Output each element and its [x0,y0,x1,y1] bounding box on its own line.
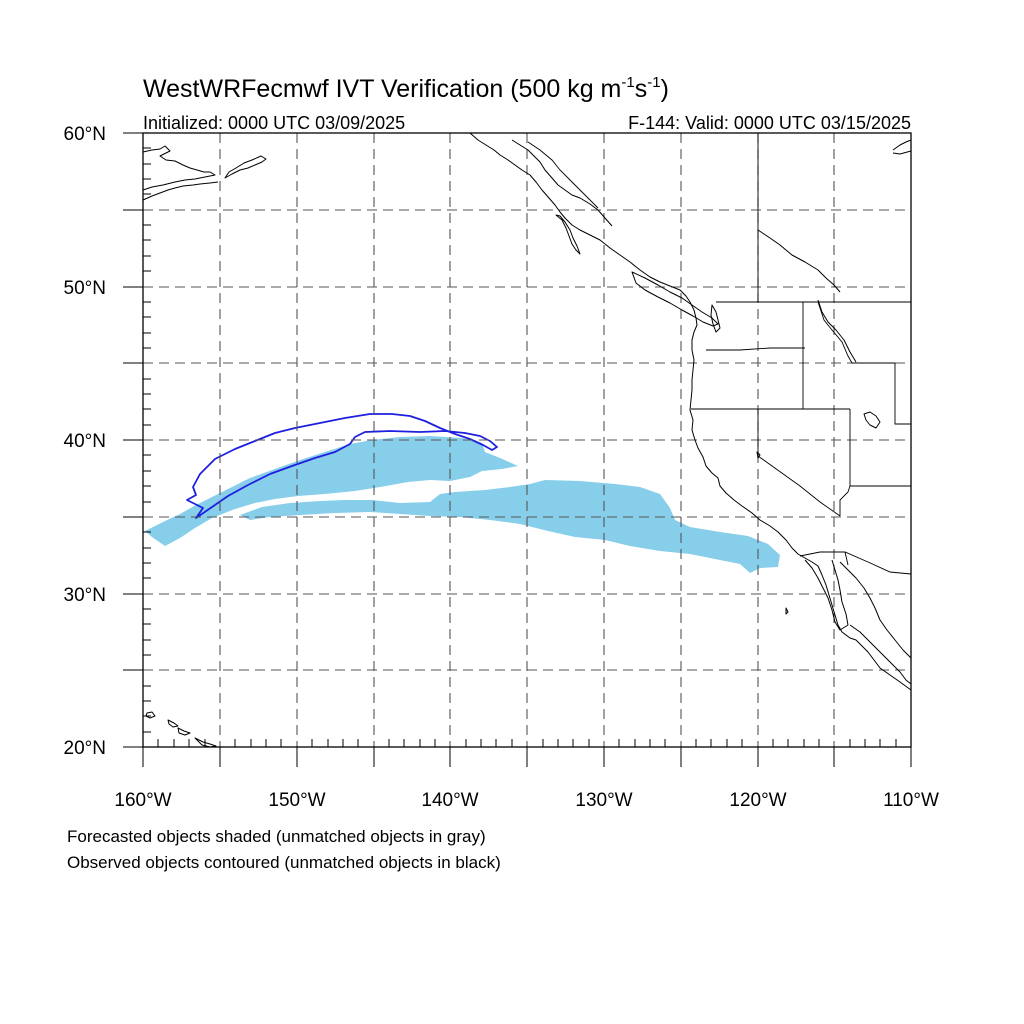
forecast-objects [145,436,780,573]
alaska-canada-border [527,141,599,209]
california-nevada-border [757,409,841,517]
us-mexico-border [799,551,912,575]
forecast-object-south [240,480,780,573]
kodiak-island [224,155,267,179]
puget-sound [710,304,721,333]
haida-gwaii [555,214,581,255]
hawaii-kauai [145,711,156,719]
forecast-object-north [145,436,518,546]
gulf-of-california-coast [839,561,912,659]
latitude-labels: 20°N 30°N 40°N 50°N 60°N [64,124,106,759]
hawaii-big-island [194,737,217,748]
great-salt-lake [863,411,881,429]
gulf-of-alaska-coast [469,132,912,691]
legend-observed-note: Observed objects contoured (unmatched ob… [67,853,501,872]
lat-label-30n: 30°N [64,585,106,606]
lat-label-50n: 50°N [64,278,106,299]
alaska-peninsula-coast-2 [142,181,219,201]
lat-label-60n: 60°N [64,124,106,145]
vancouver-island [631,271,719,327]
mexico-mainland-coast [849,624,912,685]
washington-oregon-border [706,347,805,351]
arizona-nevada-border [839,485,851,516]
hawaii-oahu [167,719,179,728]
graticule [143,133,911,747]
valid-time-label: F-144: Valid: 0000 UTC 03/15/2025 [628,113,911,133]
political-borders [527,133,912,575]
map-title: WestWRFecmwf IVT Verification (500 kg m-… [143,74,669,103]
montana-wyoming-border [894,363,911,425]
coastlines [142,132,912,748]
lon-label-120w: 120°W [729,790,786,811]
arizona-mexico-border [844,551,849,566]
alaska-panhandle-coast [511,139,613,227]
alaska-peninsula-coast [142,145,216,191]
observed-object-contour [186,413,498,519]
channel-island [785,607,789,615]
lon-label-110w: 110°W [883,790,939,811]
lon-label-160w: 160°W [114,790,171,811]
lon-label-150w: 150°W [268,790,325,811]
major-ticks [123,132,912,767]
hawaii-maui [177,727,191,736]
lat-label-20n: 20°N [64,738,106,759]
canada-inland-lake [757,229,841,293]
lon-label-140w: 140°W [421,790,478,811]
initialized-label: Initialized: 0000 UTC 03/09/2025 [143,113,405,133]
minor-ticks [143,147,897,747]
lat-label-40n: 40°N [64,431,106,452]
canadian-arctic-coast [892,139,912,151]
legend-forecast-note: Forecasted objects shaded (unmatched obj… [67,827,486,846]
longitude-labels: 160°W 150°W 140°W 130°W 120°W 110°W [114,790,939,811]
observed-objects [186,413,498,519]
hudson-shore-segment [892,150,912,155]
canada-inland-lake-2 [817,299,857,363]
baja-california-coast [804,559,849,631]
lon-label-130w: 130°W [575,790,632,811]
idaho-montana-border [817,301,895,364]
nevada-utah-border [849,409,911,487]
